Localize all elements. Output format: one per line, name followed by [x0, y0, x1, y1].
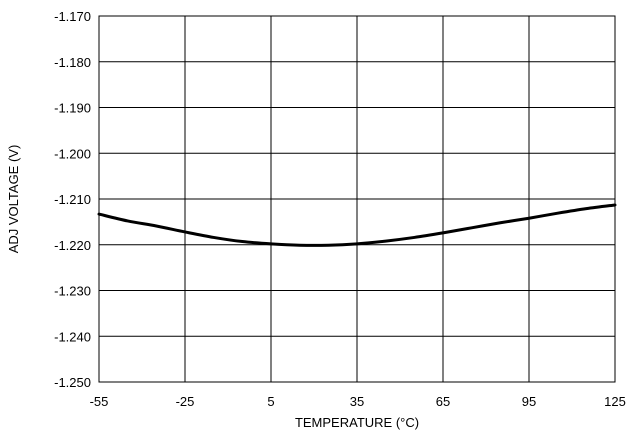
x-tick-label: 65: [436, 394, 450, 409]
x-tick-label: -25: [176, 394, 195, 409]
series-line: [97, 203, 617, 247]
x-tick-label: -55: [90, 394, 109, 409]
y-tick-label: -1.170: [54, 9, 91, 24]
x-tick-label: 5: [267, 394, 274, 409]
y-tick-label: -1.190: [54, 101, 91, 116]
y-tick-label: -1.200: [54, 146, 91, 161]
y-tick-label: -1.220: [54, 238, 91, 253]
x-tick-label: 35: [350, 394, 364, 409]
plot-frame: [98, 15, 616, 383]
y-axis-title: ADJ VOLTAGE (V): [6, 145, 21, 254]
y-tick-labels: -1.170 -1.180 -1.190 -1.200 -1.210 -1.220 -1.2…: [54, 9, 91, 390]
y-tick-label: -1.180: [54, 55, 91, 70]
x-tick-labels: -55 -25 5 35 65 95 125: [90, 394, 626, 409]
x-tick-label: 125: [604, 394, 626, 409]
grid-lines: [98, 15, 616, 383]
x-axis-title: TEMPERATURE (°C): [295, 415, 419, 430]
y-tick-label: -1.250: [54, 375, 91, 390]
x-tick-label: 95: [522, 394, 536, 409]
y-tick-label: -1.230: [54, 284, 91, 299]
series-layer: [97, 203, 617, 247]
y-tick-label: -1.210: [54, 192, 91, 207]
y-tick-label: -1.240: [54, 329, 91, 344]
